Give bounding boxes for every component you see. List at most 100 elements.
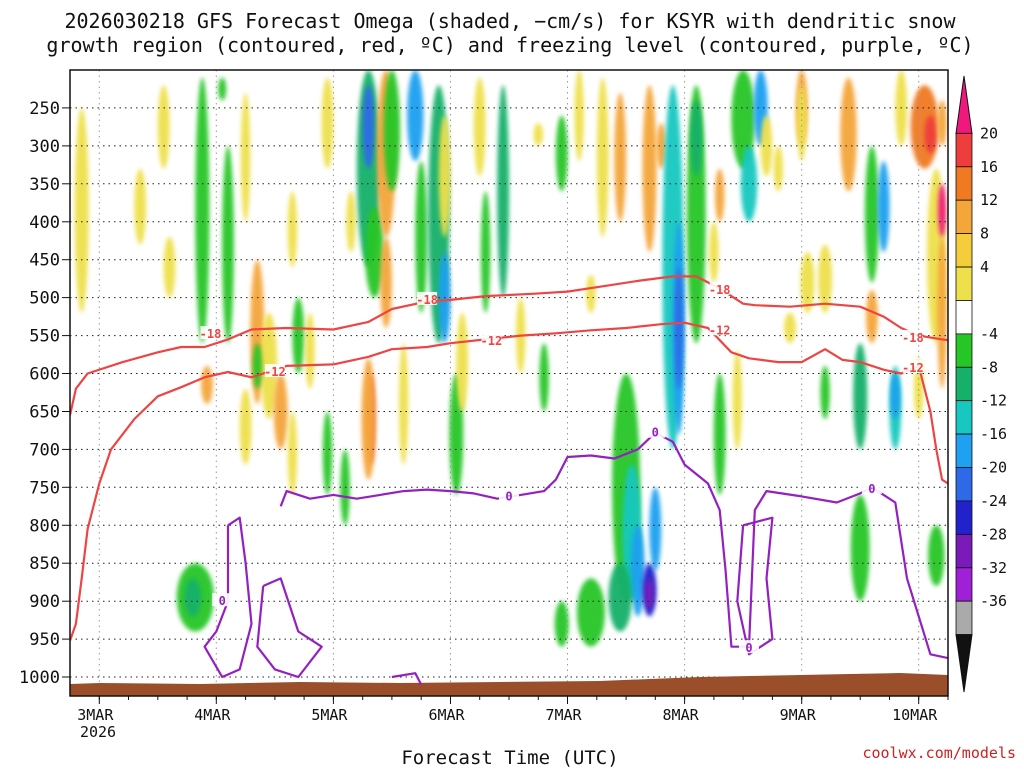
x-tick-label: 9MAR (780, 706, 817, 724)
colorbar-swatch (955, 233, 973, 268)
freezing-level-loop (256, 577, 323, 679)
omega-shade-blob (398, 343, 409, 465)
omega-shade-blob (415, 161, 428, 313)
freezing-level-loop (736, 516, 774, 656)
contour-label-bg (709, 322, 730, 336)
x-tick-label: 3MAR (77, 706, 114, 724)
x-axis: 3MAR 4MAR 5MAR 6MAR 7MAR 8MAR 9MAR 10MAR (77, 696, 949, 724)
omega-shade-blob (614, 92, 627, 222)
colorbar-swatch (955, 467, 973, 502)
colorbar-label: -12 (980, 392, 1007, 410)
omega-shade-blob (574, 70, 584, 161)
omega-shade-blob (937, 236, 947, 389)
omega-shade-blob (438, 115, 451, 237)
x-tick-label: 5MAR (311, 706, 348, 724)
omega-shade-blob (362, 85, 375, 169)
omega-shade-blob (222, 145, 234, 344)
omega-shade-blob (157, 85, 170, 169)
y-tick-label: 650 (29, 403, 60, 423)
omega-shade-blob (533, 123, 543, 146)
omega-shade-blob (555, 115, 568, 192)
contour-label-bg (709, 282, 730, 295)
colorbar-bottom-arrow (955, 634, 973, 693)
omega-shade-blob (287, 411, 298, 495)
omega-shade-blob (797, 85, 807, 161)
omega-shade-blob (928, 525, 945, 586)
contour-label: 0 (745, 641, 752, 655)
contour-labels: -18 -18 -12 -12 -18 -12 -18 -12 0 0 0 0 0 (200, 282, 924, 655)
contour-label: -18 (709, 283, 731, 297)
contour-label-bg (481, 332, 502, 346)
colorbar-swatch (955, 433, 973, 468)
omega-shade-blob (361, 358, 376, 480)
y-tick-label: 400 (29, 213, 60, 233)
omega-shade-blob (850, 494, 870, 602)
colorbar-swatch (955, 600, 973, 636)
colorbar-label: -24 (980, 492, 1007, 510)
credit-text: coolwx.com/models (862, 744, 1016, 762)
y-tick-label: 750 (29, 478, 60, 498)
colorbar-label: 12 (980, 191, 998, 209)
omega-shade-blob (853, 343, 868, 450)
omega-shade-blob (740, 145, 758, 222)
omega-shade-blob (239, 388, 252, 465)
x-axis-title: Forecast Time (UTC) (401, 747, 618, 768)
omega-shade-blob (321, 77, 334, 169)
omega-shade-blob (732, 350, 742, 450)
colorbar-swatch (955, 534, 973, 569)
omega-shade-blob (773, 145, 783, 192)
contour-label-bg (902, 329, 923, 343)
contour-label: -12 (902, 361, 924, 375)
omega-shade-blob (866, 290, 878, 344)
omega-shade-blob (596, 77, 609, 237)
colorbar-swatch (955, 266, 973, 301)
omega-shade-blob (134, 168, 147, 245)
y-tick-label: 550 (29, 327, 60, 347)
colorbar-label: -8 (980, 358, 998, 376)
omega-shade-blob (864, 145, 879, 283)
omega-shade-blob (74, 107, 89, 313)
contour-label: -18 (902, 331, 924, 345)
colorbar-label: 20 (980, 124, 998, 142)
omega-shade-blob (273, 373, 288, 450)
colorbar-label: -20 (980, 459, 1007, 477)
chart-title-line-2: growth region (contoured, red, ºC) and f… (46, 33, 973, 57)
contour-label-bg (417, 291, 438, 305)
contour-label-bg (200, 326, 221, 340)
colorbar-label: -32 (980, 559, 1007, 577)
colorbar-swatch (955, 366, 973, 402)
omega-shade-blob (924, 115, 937, 154)
colorbar-label: 16 (980, 158, 998, 176)
colorbar-label: -36 (980, 592, 1007, 610)
omega-shade-blob (938, 183, 947, 237)
contour-label-bg (645, 424, 666, 438)
omega-shade-blob (586, 274, 596, 313)
omega-shade-blob (184, 578, 202, 617)
omega-shade-blob (195, 77, 210, 344)
omega-shade-blob (608, 563, 632, 632)
y-tick-label: 800 (29, 516, 60, 536)
omega-shade-blob (305, 312, 315, 389)
colorbar-swatch (955, 400, 973, 435)
contour-label: -18 (200, 327, 222, 341)
omega-shade-blob (690, 100, 703, 177)
omega-shade-blob (713, 373, 726, 495)
freezing-level-loop (203, 516, 253, 679)
omega-shade-blob (818, 244, 833, 313)
colorbar-swatch (955, 132, 973, 168)
contour-label-bg (264, 364, 285, 377)
omega-shade-blob (287, 191, 298, 268)
colorbar-swatch (955, 333, 973, 368)
y-tick-label: 600 (29, 365, 60, 385)
colorbar-top-arrow (955, 75, 973, 134)
omega-shading (74, 70, 947, 647)
y-tick-label: 950 (29, 630, 60, 650)
contour-label: -12 (264, 365, 286, 379)
omega-shade-blob (715, 168, 725, 222)
omega-shade-blob (645, 578, 654, 609)
omega-shade-blob (554, 601, 569, 647)
y-tick-label: 700 (29, 440, 60, 460)
contour-label: -18 (416, 293, 438, 307)
terrain-surface (70, 673, 948, 696)
